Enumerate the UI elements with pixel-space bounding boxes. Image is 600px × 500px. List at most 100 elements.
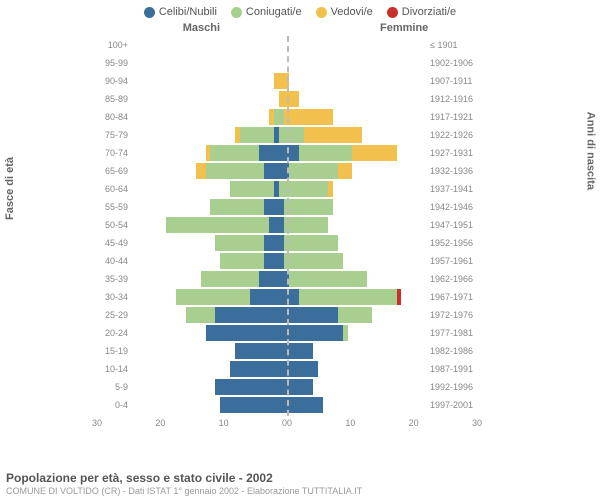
birth-label: 1907-1911: [426, 76, 482, 86]
x-axis: 3020100 0102030: [92, 418, 482, 436]
bar-male: [132, 235, 279, 251]
bar-female: [279, 217, 426, 233]
legend-item: Coniugati/e: [231, 6, 302, 18]
legend: Celibi/Nubili Coniugati/e Vedovi/e Divorzia…: [0, 0, 600, 18]
header-female: Femmine: [300, 22, 600, 34]
birth-label: 1967-1971: [426, 292, 482, 302]
birth-label: 1987-1991: [426, 364, 482, 374]
y-axis-left-label: Fasce di età: [4, 157, 16, 220]
age-label: 15-19: [92, 346, 132, 356]
x-axis-right: 0102030: [287, 418, 482, 436]
bar-female: [279, 145, 426, 161]
age-label: 85-89: [92, 94, 132, 104]
bar-female: [279, 343, 426, 359]
bar-female: [279, 253, 426, 269]
legend-label: Vedovi/e: [331, 6, 373, 18]
legend-item: Celibi/Nubili: [144, 6, 217, 18]
age-label: 5-9: [92, 382, 132, 392]
bar-male: [132, 289, 279, 305]
age-label: 90-94: [92, 76, 132, 86]
bar-female: [279, 271, 426, 287]
age-label: 100+: [92, 40, 132, 50]
legend-swatch: [144, 7, 155, 18]
birth-label: 1912-1916: [426, 94, 482, 104]
bar-female: [279, 199, 426, 215]
legend-swatch: [316, 7, 327, 18]
legend-item: Divorziati/e: [387, 6, 456, 18]
birth-label: 1942-1946: [426, 202, 482, 212]
birth-label: 1982-1986: [426, 346, 482, 356]
bar-male: [132, 91, 279, 107]
age-label: 70-74: [92, 148, 132, 158]
age-label: 45-49: [92, 238, 132, 248]
bar-male: [132, 361, 279, 377]
legend-swatch: [231, 7, 242, 18]
birth-label: 1997-2001: [426, 400, 482, 410]
chart-subtitle: COMUNE DI VOLTIDO (CR) - Dati ISTAT 1° g…: [6, 486, 594, 496]
bar-male: [132, 163, 279, 179]
bar-male: [132, 109, 279, 125]
bar-female: [279, 307, 426, 323]
bar-female: [279, 181, 426, 197]
bar-female: [279, 91, 426, 107]
birth-label: 1947-1951: [426, 220, 482, 230]
bar-female: [279, 379, 426, 395]
birth-label: 1927-1931: [426, 148, 482, 158]
birth-label: 1917-1921: [426, 112, 482, 122]
bar-male: [132, 145, 279, 161]
birth-label: 1972-1976: [426, 310, 482, 320]
birth-label: 1902-1906: [426, 58, 482, 68]
birth-label: 1977-1981: [426, 328, 482, 338]
bar-male: [132, 271, 279, 287]
age-label: 30-34: [92, 292, 132, 302]
birth-label: ≤ 1901: [426, 40, 482, 50]
age-label: 55-59: [92, 202, 132, 212]
bar-male: [132, 127, 279, 143]
chart-title: Popolazione per età, sesso e stato civil…: [6, 471, 594, 485]
legend-label: Coniugati/e: [246, 6, 302, 18]
center-axis: [287, 36, 289, 416]
footer: Popolazione per età, sesso e stato civil…: [6, 471, 594, 496]
x-axis-left: 3020100: [92, 418, 287, 436]
age-label: 40-44: [92, 256, 132, 266]
bar-male: [132, 397, 279, 413]
legend-label: Divorziati/e: [402, 6, 456, 18]
legend-item: Vedovi/e: [316, 6, 373, 18]
bar-male: [132, 73, 279, 89]
bar-female: [279, 109, 426, 125]
bars-wrap: 100+≤ 190195-991902-190690-941907-191185…: [92, 36, 482, 416]
y-axis-right-label: Anni di nascita: [584, 112, 596, 190]
birth-label: 1957-1961: [426, 256, 482, 266]
bar-female: [279, 55, 426, 71]
header-male: Maschi: [0, 22, 300, 34]
age-label: 50-54: [92, 220, 132, 230]
bar-female: [279, 37, 426, 53]
age-label: 20-24: [92, 328, 132, 338]
birth-label: 1932-1936: [426, 166, 482, 176]
bar-male: [132, 217, 279, 233]
birth-label: 1952-1956: [426, 238, 482, 248]
chart-area: 100+≤ 190195-991902-190690-941907-191185…: [48, 36, 542, 436]
bar-male: [132, 253, 279, 269]
bar-male: [132, 199, 279, 215]
bar-male: [132, 55, 279, 71]
age-label: 60-64: [92, 184, 132, 194]
age-label: 80-84: [92, 112, 132, 122]
birth-label: 1922-1926: [426, 130, 482, 140]
bar-female: [279, 73, 426, 89]
bar-female: [279, 127, 426, 143]
age-label: 35-39: [92, 274, 132, 284]
bar-male: [132, 307, 279, 323]
legend-label: Celibi/Nubili: [159, 6, 217, 18]
age-label: 0-4: [92, 400, 132, 410]
bar-female: [279, 163, 426, 179]
legend-swatch: [387, 7, 398, 18]
age-label: 10-14: [92, 364, 132, 374]
age-label: 65-69: [92, 166, 132, 176]
birth-label: 1992-1996: [426, 382, 482, 392]
birth-label: 1962-1966: [426, 274, 482, 284]
age-label: 25-29: [92, 310, 132, 320]
bar-male: [132, 343, 279, 359]
bar-male: [132, 325, 279, 341]
bar-male: [132, 37, 279, 53]
